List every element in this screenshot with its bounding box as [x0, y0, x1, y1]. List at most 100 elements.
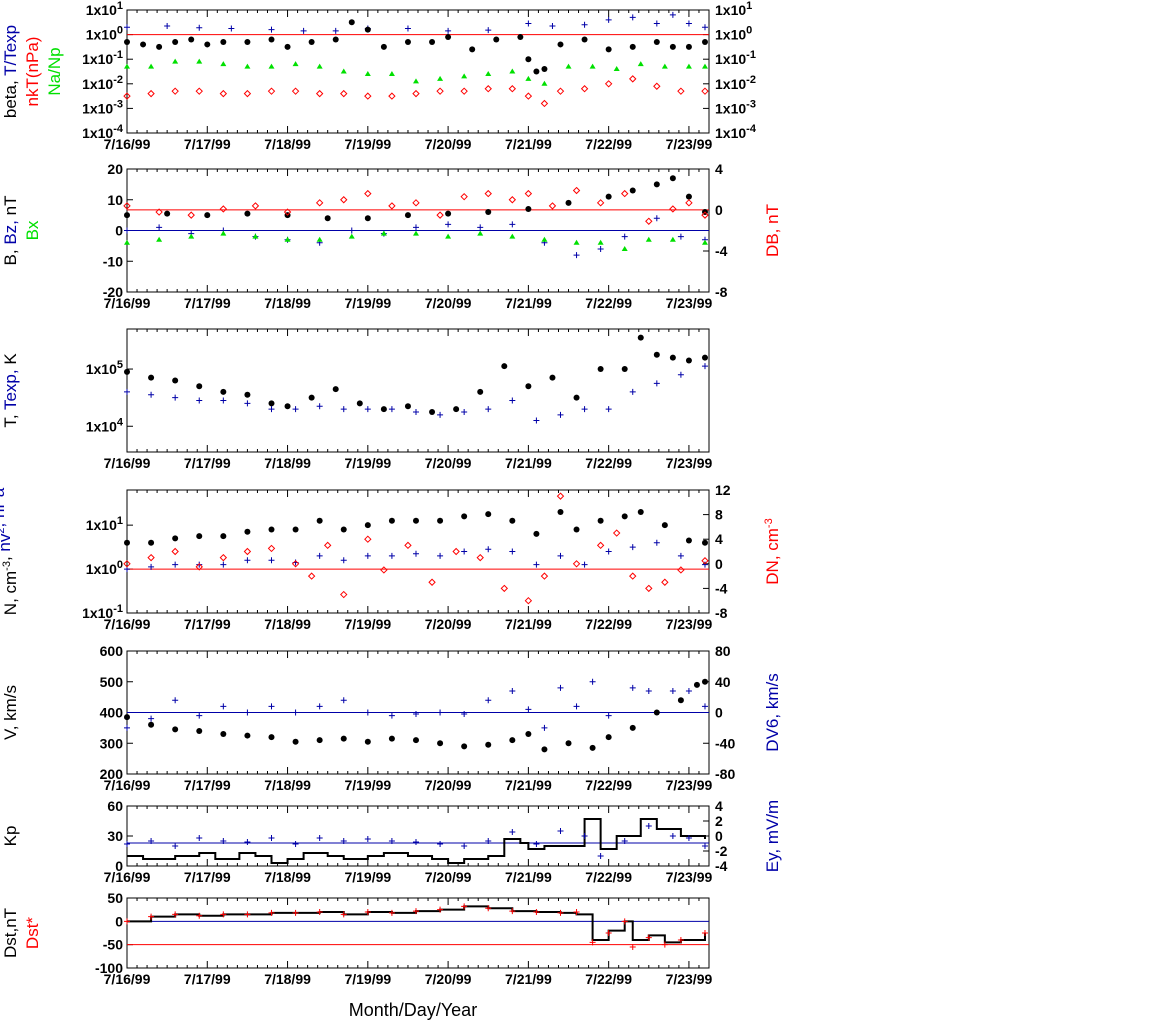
data-point	[364, 406, 371, 413]
data-point	[437, 906, 444, 913]
data-point	[316, 236, 323, 242]
data-point	[156, 43, 163, 50]
data-point	[316, 909, 323, 915]
y-right-tick-label: 1x100	[715, 25, 752, 43]
series-3	[124, 230, 708, 251]
y-label-part: 2	[0, 527, 7, 533]
y-left-tick-label: 1x105	[86, 359, 123, 377]
series-0	[124, 11, 708, 34]
data-point	[187, 211, 195, 219]
y-label-part: Na/Np	[45, 47, 64, 95]
series-2	[123, 492, 709, 605]
y-right-tick-exponent: -4	[746, 123, 757, 135]
y-left-tick-exponent: 5	[117, 359, 123, 371]
data-point	[412, 711, 419, 718]
data-point	[437, 411, 444, 418]
data-point	[581, 36, 588, 43]
data-point	[123, 202, 131, 210]
y-left-tick-label: -20	[103, 284, 123, 300]
data-point	[509, 548, 516, 555]
data-point	[701, 678, 708, 685]
x-tick-label: 7/23/99	[666, 295, 713, 311]
data-point	[283, 208, 292, 216]
data-point	[445, 34, 452, 41]
data-point	[685, 63, 692, 69]
data-point	[669, 354, 676, 361]
data-point	[613, 66, 620, 72]
x-tick-label: 7/17/99	[184, 777, 231, 793]
data-point	[605, 406, 612, 413]
data-point	[524, 92, 533, 100]
data-point	[653, 539, 660, 546]
data-point	[412, 199, 420, 207]
y-label-part: DV6, km/s	[763, 673, 782, 751]
data-point	[669, 175, 676, 182]
data-point	[629, 544, 636, 551]
data-point	[316, 835, 323, 841]
data-point	[685, 43, 692, 50]
data-point	[148, 63, 155, 69]
data-point	[315, 199, 324, 207]
data-point	[124, 239, 130, 245]
data-point	[693, 681, 700, 688]
data-point	[549, 22, 556, 29]
y-right-tick-label: 1x101	[715, 0, 752, 18]
data-point	[316, 703, 323, 710]
x-tick-label: 7/20/99	[425, 455, 472, 471]
y-left-label: B, Bz, nT	[1, 196, 20, 266]
data-point	[380, 43, 387, 50]
data-point	[436, 211, 444, 219]
y-label-part: Dst,nT	[1, 908, 20, 958]
data-point	[244, 528, 251, 535]
data-point	[316, 517, 323, 524]
data-point	[172, 377, 179, 384]
data-point	[308, 38, 315, 45]
y-left-label: V, km/s	[1, 685, 20, 740]
data-point	[509, 517, 516, 524]
data-point	[533, 561, 540, 568]
data-point	[340, 590, 348, 599]
data-point	[597, 366, 604, 373]
y-left-tick-exponent: 0	[117, 559, 123, 571]
data-point	[637, 61, 644, 67]
data-point	[244, 732, 251, 739]
data-point	[292, 61, 299, 67]
data-point	[701, 211, 709, 219]
data-point	[485, 697, 492, 704]
y-right-tick-label: 80	[715, 643, 731, 659]
data-point	[437, 75, 444, 81]
data-point	[484, 85, 492, 93]
data-point	[364, 535, 372, 543]
data-point	[188, 233, 195, 239]
data-point	[196, 912, 203, 919]
data-point	[124, 918, 130, 925]
x-tick-label: 7/21/99	[505, 616, 552, 632]
y-left-tick-label: 1x101	[86, 0, 123, 18]
y-right-tick-label: 1x10-3	[715, 98, 756, 116]
data-point	[557, 828, 564, 834]
data-point	[572, 560, 581, 568]
data-point	[172, 697, 179, 704]
data-point	[685, 835, 692, 841]
data-point	[533, 417, 540, 424]
data-point	[605, 734, 612, 741]
data-point	[461, 548, 468, 555]
data-point	[605, 548, 612, 555]
y-left-tick-label: 1x101	[86, 515, 123, 533]
data-point	[412, 737, 419, 744]
y-left-label: Dst,nT	[1, 908, 20, 958]
data-point	[323, 541, 332, 550]
y-right-tick-label: 0	[715, 202, 723, 218]
data-point	[461, 743, 468, 750]
data-point	[268, 734, 275, 741]
data-point	[380, 566, 388, 574]
y-right-tick-exponent: 1	[746, 0, 752, 12]
data-point	[332, 36, 339, 43]
plot-frame	[126, 897, 710, 969]
x-tick-label: 7/16/99	[104, 295, 151, 311]
data-point	[292, 709, 299, 716]
data-point	[388, 406, 395, 413]
data-point	[669, 11, 676, 18]
data-point	[196, 533, 203, 540]
data-point	[541, 746, 548, 753]
